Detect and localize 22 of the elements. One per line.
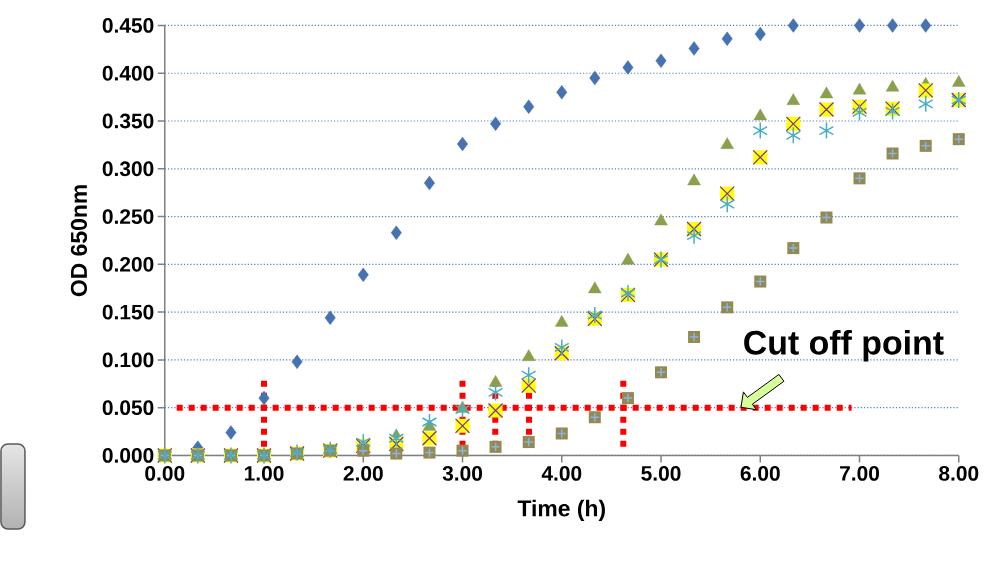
x-tick-label: 4.00 (541, 465, 582, 481)
y-tick-label: 0.350 (102, 113, 154, 129)
y-tick-label: 0.050 (102, 400, 154, 416)
x-tick-label: 3.00 (442, 465, 483, 481)
x-tick-label: 8.00 (939, 465, 979, 481)
y-tick-label: 0.300 (102, 161, 154, 177)
y-tick-label: 0.200 (102, 256, 154, 272)
annotation: Cut off point (744, 329, 944, 362)
y-tick-label: 0.150 (102, 304, 154, 320)
x-tick-label: 2.00 (343, 465, 383, 481)
x-tick-label: 5.00 (641, 465, 681, 481)
x-tick-label: 1.00 (244, 465, 284, 481)
y-tick-label: 0.400 (102, 65, 154, 81)
y-axis-title: OD 650nm (70, 185, 88, 297)
x-axis-title: Time (h) (517, 499, 605, 522)
x-tick-label: 0.00 (145, 465, 185, 481)
y-tick-label: 0.250 (102, 209, 154, 224)
x-tick-label: 6.00 (740, 465, 780, 481)
y-tick-label: 0.100 (102, 352, 154, 368)
y-tick-label: 0.450 (102, 18, 154, 33)
x-tick-label: 7.00 (840, 465, 880, 481)
y-tick-label: 0.000 (102, 448, 154, 463)
